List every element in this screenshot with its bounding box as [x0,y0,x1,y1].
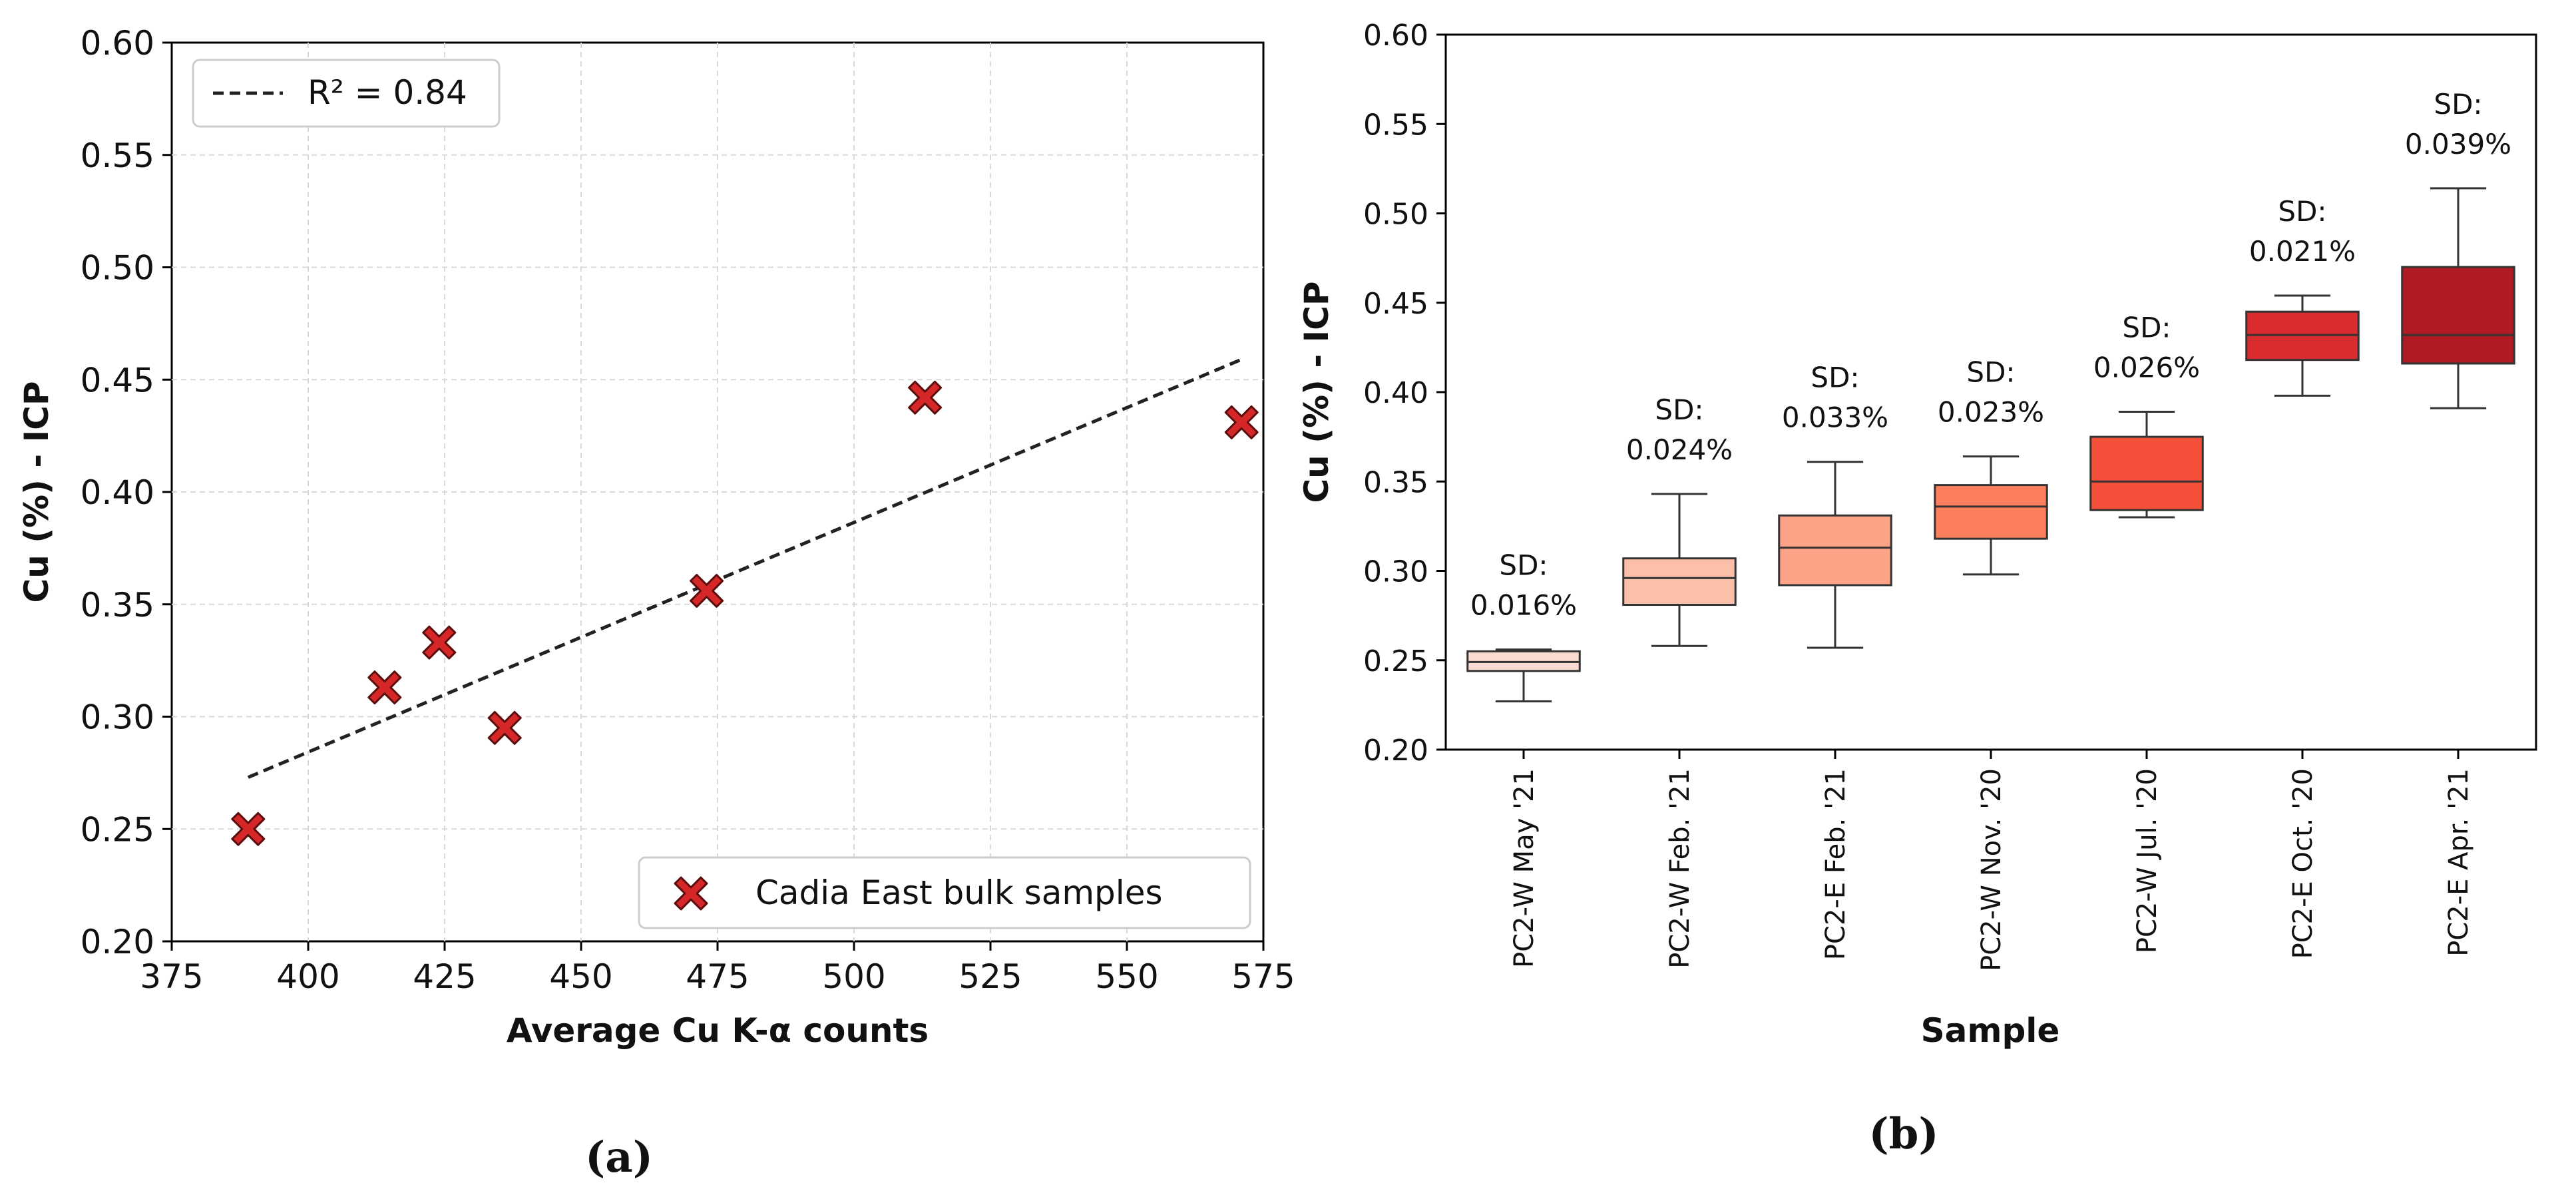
box-iqr [1778,514,1892,587]
y-tick-label: 0.30 [81,698,154,737]
x-tick-label: 475 [686,957,749,996]
panel-label-b: (b) [1868,1109,1938,1159]
y-tick-label: 0.55 [81,136,154,175]
y-tick-label: 0.55 [1363,108,1428,142]
x-tick-label: 375 [140,957,203,996]
sd-value: 0.023% [1938,396,2044,429]
x-tick-label: PC2-E Feb. '21 [1821,768,1851,960]
box-plot: SD: 0.024% [1622,393,1737,647]
y-tick-label: 0.50 [81,249,154,288]
x-axis-label-a: Average Cu K-α counts [507,1011,929,1050]
y-tick-label: 0.45 [81,361,154,399]
sd-value: 0.016% [1470,589,1577,622]
y-tick-label: 0.30 [1363,555,1428,589]
fit-line [247,358,1243,779]
x-tick-label: 575 [1231,957,1295,996]
scatter-point [1224,405,1259,439]
x-ticks-b: PC2-W May '21 PC2-W Feb. '21 PC2-E Feb. '2… [1509,750,2474,971]
y-tick-label: 0.60 [1363,19,1428,53]
legend-fit-label: R² = 0.84 [308,73,467,112]
sd-value: 0.033% [1782,401,1888,434]
y-tick-label: 0.40 [1363,376,1428,410]
box-panel-b: SD: 0.016% SD: 0.024% SD: 0.033% SD: 0.023% SD: 0… [1297,19,2537,1159]
y-tick-label: 0.25 [81,810,154,849]
sd-label: SD: [1811,361,1859,394]
scatter-point [367,670,402,705]
x-axis-label-b: Sample [1921,1011,2060,1050]
fit-line-group [247,358,1243,779]
sd-value: 0.024% [1626,433,1733,466]
x-tick-label: 525 [959,957,1022,996]
box-plot: SD: 0.026% [2089,312,2204,519]
y-tick-label: 0.50 [1363,198,1428,232]
x-tick-label: 400 [276,957,339,996]
x-tick-label: 500 [822,957,885,996]
sd-label: SD: [2122,312,2171,344]
y-tick-label: 0.20 [1363,734,1428,768]
y-tick-label: 0.35 [1363,465,1428,499]
y-tick-label: 0.45 [1363,287,1428,321]
y-ticks-a: 0.20 0.25 0.30 0.35 0.40 0.45 0.50 0.55 0.60 [81,24,172,961]
box-iqr [1622,557,1737,606]
x-tick-label: PC2-W Feb. '21 [1665,768,1695,969]
scatter-point [422,625,457,660]
y-tick-label: 0.20 [81,923,154,961]
x-tick-label: PC2-E Apr. '21 [2444,768,2474,957]
sd-value: 0.026% [2093,352,2200,384]
sd-value: 0.039% [2405,128,2511,160]
x-tick-label: 425 [413,957,476,996]
legend-samples: Cadia East bulk samples [638,856,1251,929]
y-tick-label: 0.35 [81,586,154,624]
legend-fit: R² = 0.84 [192,59,501,128]
x-ticks-a: 375 400 425 450 475 500 525 550 575 [140,941,1295,996]
y-tick-label: 0.60 [81,24,154,63]
x-tick-label: PC2-E Oct. '20 [2288,768,2318,959]
y-axis-label-a: Cu (%) - ICP [17,381,56,602]
box-plot: SD: 0.033% [1778,361,1892,649]
y-tick-label: 0.40 [81,473,154,512]
x-tick-label: PC2-W Jul. '20 [2132,768,2163,953]
box-iqr [2089,435,2204,511]
box-plots: SD: 0.016% SD: 0.024% SD: 0.033% SD: 0.023% SD: 0… [1466,88,2515,703]
scatter-point [231,812,266,846]
legend-fit-box [192,59,501,128]
x-tick-label: 450 [549,957,612,996]
panel-label-a: (a) [585,1132,653,1182]
sd-label: SD: [2278,195,2326,228]
legend-samples-box [638,856,1251,929]
box-iqr [1934,484,2048,540]
y-ticks-b: 0.20 0.25 0.30 0.35 0.40 0.45 0.50 0.55 0.60 [1363,19,1446,768]
sd-label: SD: [2434,88,2482,120]
box-iqr [2401,266,2515,365]
y-tick-label: 0.25 [1363,644,1428,678]
x-tick-label: PC2-W May '21 [1509,768,1540,968]
x-tick-label: PC2-W Nov. '20 [1976,768,2007,971]
y-axis-label-b: Cu (%) - ICP [1297,281,1336,503]
scatter-point [690,574,724,608]
scatter-points [231,380,1259,846]
box-plot: SD: 0.039% [2401,88,2515,409]
box-plot: SD: 0.021% [2245,195,2360,397]
sd-value: 0.021% [2249,235,2356,268]
box-plot: SD: 0.016% [1466,549,1581,703]
legend-samples-label: Cadia East bulk samples [755,873,1163,912]
legend-marker-x [674,876,708,911]
scatter-point [487,710,522,745]
sd-label: SD: [1499,549,1548,582]
sd-label: SD: [1966,356,2015,389]
box-plot: SD: 0.023% [1934,356,2048,576]
scatter-panel-a: 375 400 425 450 475 500 525 550 575 0.20 0.25 0.30… [17,24,1295,1182]
scatter-point [908,380,943,415]
x-tick-label: 550 [1095,957,1158,996]
legend-samples-marker [674,876,708,911]
sd-label: SD: [1655,393,1703,426]
